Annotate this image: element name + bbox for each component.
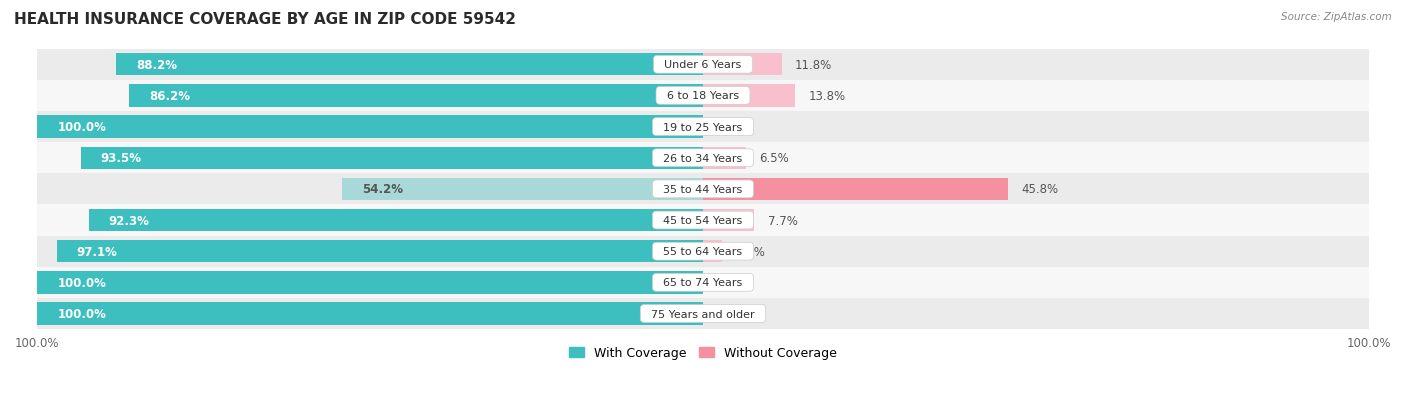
Bar — [37, 267, 1369, 298]
Text: 100.0%: 100.0% — [58, 307, 105, 320]
Bar — [37, 298, 1369, 329]
Text: 35 to 44 Years: 35 to 44 Years — [657, 185, 749, 195]
Text: 93.5%: 93.5% — [100, 152, 142, 165]
Bar — [703, 209, 754, 232]
Text: 45 to 54 Years: 45 to 54 Years — [657, 216, 749, 225]
Bar — [37, 303, 703, 325]
Text: Under 6 Years: Under 6 Years — [658, 60, 748, 70]
Text: 7.7%: 7.7% — [768, 214, 797, 227]
Text: 55 to 64 Years: 55 to 64 Years — [657, 247, 749, 256]
Bar — [37, 236, 1369, 267]
Text: 13.8%: 13.8% — [808, 90, 845, 103]
Bar — [342, 178, 703, 201]
Bar — [703, 54, 782, 76]
Text: 26 to 34 Years: 26 to 34 Years — [657, 153, 749, 163]
Bar — [37, 205, 1369, 236]
Text: 11.8%: 11.8% — [794, 59, 832, 71]
Text: 6.5%: 6.5% — [759, 152, 789, 165]
Bar — [56, 240, 703, 263]
Bar — [703, 85, 794, 107]
Text: 88.2%: 88.2% — [136, 59, 177, 71]
Bar — [80, 147, 703, 169]
Text: 6 to 18 Years: 6 to 18 Years — [659, 91, 747, 101]
Bar — [703, 178, 1008, 201]
Text: 92.3%: 92.3% — [108, 214, 149, 227]
Bar — [89, 209, 703, 232]
Text: 65 to 74 Years: 65 to 74 Years — [657, 278, 749, 287]
Text: 19 to 25 Years: 19 to 25 Years — [657, 122, 749, 132]
Bar — [37, 50, 1369, 81]
Bar — [37, 271, 703, 294]
Legend: With Coverage, Without Coverage: With Coverage, Without Coverage — [564, 341, 842, 364]
Text: 0.0%: 0.0% — [716, 307, 747, 320]
Bar — [37, 112, 1369, 143]
Text: Source: ZipAtlas.com: Source: ZipAtlas.com — [1281, 12, 1392, 22]
Text: HEALTH INSURANCE COVERAGE BY AGE IN ZIP CODE 59542: HEALTH INSURANCE COVERAGE BY AGE IN ZIP … — [14, 12, 516, 27]
Text: 2.9%: 2.9% — [735, 245, 765, 258]
Text: 86.2%: 86.2% — [149, 90, 190, 103]
Text: 100.0%: 100.0% — [58, 121, 105, 134]
Text: 45.8%: 45.8% — [1021, 183, 1059, 196]
Bar — [129, 85, 703, 107]
Bar — [37, 174, 1369, 205]
Bar — [37, 116, 703, 138]
Bar — [115, 54, 703, 76]
Bar — [37, 81, 1369, 112]
Text: 100.0%: 100.0% — [58, 276, 105, 289]
Bar — [37, 143, 1369, 174]
Bar — [703, 240, 723, 263]
Text: 54.2%: 54.2% — [363, 183, 404, 196]
Text: 97.1%: 97.1% — [76, 245, 118, 258]
Text: 75 Years and older: 75 Years and older — [644, 309, 762, 319]
Text: 0.0%: 0.0% — [716, 276, 747, 289]
Text: 0.0%: 0.0% — [716, 121, 747, 134]
Bar — [703, 147, 747, 169]
